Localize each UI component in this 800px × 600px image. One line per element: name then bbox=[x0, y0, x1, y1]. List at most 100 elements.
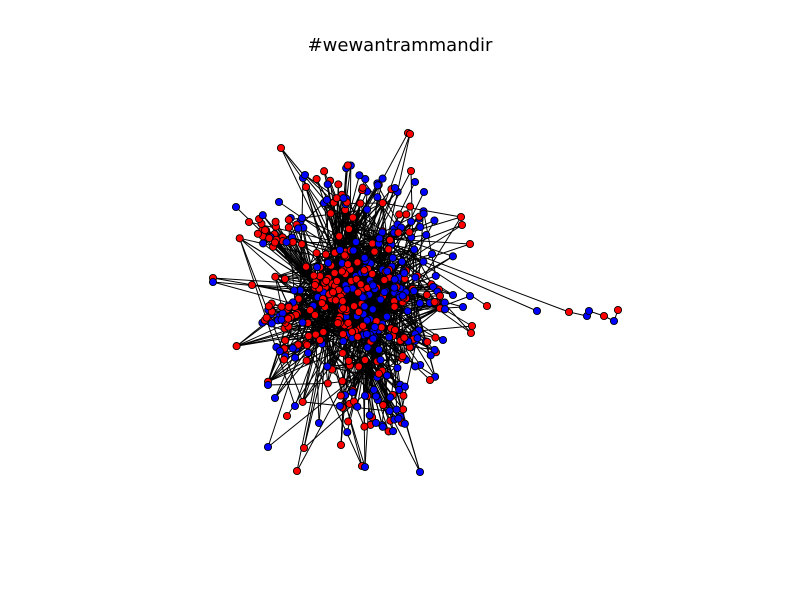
graph-node-blue bbox=[374, 345, 384, 354]
graph-node-red bbox=[320, 167, 329, 176]
graph-node-blue bbox=[348, 388, 357, 397]
graph-node-red bbox=[253, 229, 262, 238]
graph-node-red bbox=[284, 223, 293, 232]
graph-node-blue bbox=[303, 348, 313, 357]
graph-node-blue bbox=[369, 385, 378, 394]
graph-edge bbox=[299, 177, 304, 291]
graph-node-blue bbox=[397, 257, 407, 266]
graph-node-red bbox=[457, 220, 467, 230]
graph-node-blue bbox=[440, 305, 450, 314]
graph-node-red bbox=[344, 318, 353, 327]
graph-node-red bbox=[292, 466, 302, 476]
graph-node-blue bbox=[323, 180, 332, 189]
graph-node-red bbox=[284, 302, 293, 311]
graph-node-blue bbox=[208, 277, 218, 287]
graph-node-red bbox=[309, 271, 318, 280]
graph-node-blue bbox=[411, 362, 420, 371]
graph-node-blue bbox=[392, 405, 401, 414]
graph-node-blue bbox=[270, 393, 280, 403]
graph-node-blue bbox=[532, 306, 542, 316]
graph-edge bbox=[356, 359, 366, 407]
graph-node-blue bbox=[339, 194, 348, 203]
graph-node-blue bbox=[342, 285, 351, 294]
graph-node-red bbox=[422, 290, 431, 299]
graph-node-red bbox=[319, 327, 328, 337]
graph-node-blue bbox=[448, 252, 457, 261]
graph-node-blue bbox=[258, 211, 267, 220]
graph-node-blue bbox=[360, 302, 369, 311]
graph-node-red bbox=[340, 251, 349, 260]
graph-node-red bbox=[466, 328, 476, 338]
graph-node-blue bbox=[400, 382, 409, 391]
graph-node-red bbox=[312, 248, 321, 258]
graph-node-blue bbox=[290, 286, 299, 295]
graph-node-red bbox=[384, 245, 393, 254]
graph-node-blue bbox=[288, 344, 297, 353]
graph-node-red bbox=[360, 422, 369, 431]
graph-node-red bbox=[405, 129, 415, 139]
graph-node-blue bbox=[410, 245, 419, 254]
graph-node-blue bbox=[290, 401, 300, 411]
graph-node-blue bbox=[351, 237, 361, 247]
graph-node-red bbox=[315, 335, 325, 345]
graph-node-blue bbox=[361, 175, 370, 184]
graph-node-red bbox=[390, 325, 400, 335]
graph-node-red bbox=[406, 166, 416, 176]
graph-node-blue bbox=[385, 406, 394, 416]
graph-node-red bbox=[425, 375, 435, 385]
graph-node-blue bbox=[409, 286, 419, 296]
graph-node-red bbox=[338, 349, 347, 358]
graph-node-red bbox=[379, 401, 388, 410]
graph-node-blue bbox=[376, 355, 385, 364]
graph-node-red bbox=[277, 302, 286, 311]
graph-node-blue bbox=[422, 230, 431, 240]
graph-node-blue bbox=[390, 275, 399, 284]
graph-node-red bbox=[323, 379, 332, 388]
graph-node-red bbox=[344, 224, 354, 234]
graph-node-blue bbox=[314, 418, 324, 428]
graph-node-red bbox=[338, 330, 348, 339]
graph-node-blue bbox=[369, 281, 378, 290]
graph-node-red bbox=[301, 182, 311, 192]
graph-node-red bbox=[284, 215, 293, 224]
graph-node-blue bbox=[323, 362, 332, 371]
graph-node-red bbox=[310, 310, 320, 320]
graph-node-blue bbox=[380, 288, 389, 297]
graph-node-red bbox=[394, 228, 403, 237]
graph-node-blue bbox=[360, 253, 369, 262]
graph-node-blue bbox=[300, 170, 310, 180]
graph-node-blue bbox=[369, 334, 378, 343]
graph-edge bbox=[275, 221, 316, 286]
graph-node-red bbox=[270, 238, 279, 247]
graph-edge bbox=[239, 237, 286, 280]
graph-node-red bbox=[398, 352, 407, 361]
graph-edge bbox=[364, 243, 380, 468]
graph-node-blue bbox=[362, 330, 371, 339]
graph-node-red bbox=[406, 202, 415, 211]
graph-edge bbox=[344, 209, 421, 473]
graph-node-red bbox=[354, 288, 363, 297]
graph-edge bbox=[267, 382, 328, 386]
graph-edge bbox=[339, 185, 379, 251]
graph-edge bbox=[352, 216, 462, 391]
graph-node-red bbox=[336, 391, 345, 400]
graph-node-blue bbox=[419, 187, 429, 197]
graph-node-red bbox=[402, 210, 411, 219]
graph-node-blue bbox=[407, 217, 416, 226]
graph-node-red bbox=[321, 250, 330, 259]
graph-node-blue bbox=[291, 353, 300, 362]
graph-edge bbox=[423, 211, 437, 276]
graph-node-blue bbox=[415, 467, 425, 477]
graph-node-blue bbox=[371, 418, 381, 427]
graph-edge bbox=[296, 292, 334, 472]
graph-node-blue bbox=[375, 234, 384, 243]
graph-node-blue bbox=[313, 263, 322, 272]
graph-node-red bbox=[235, 234, 244, 243]
graph-edge bbox=[348, 228, 570, 313]
graph-node-blue bbox=[322, 195, 331, 204]
graph-node-red bbox=[271, 217, 280, 226]
graph-node-blue bbox=[416, 222, 425, 232]
graph-node-red bbox=[348, 213, 357, 222]
figure-title: #wewantrammandir bbox=[307, 35, 493, 56]
graph-node-red bbox=[350, 302, 359, 311]
